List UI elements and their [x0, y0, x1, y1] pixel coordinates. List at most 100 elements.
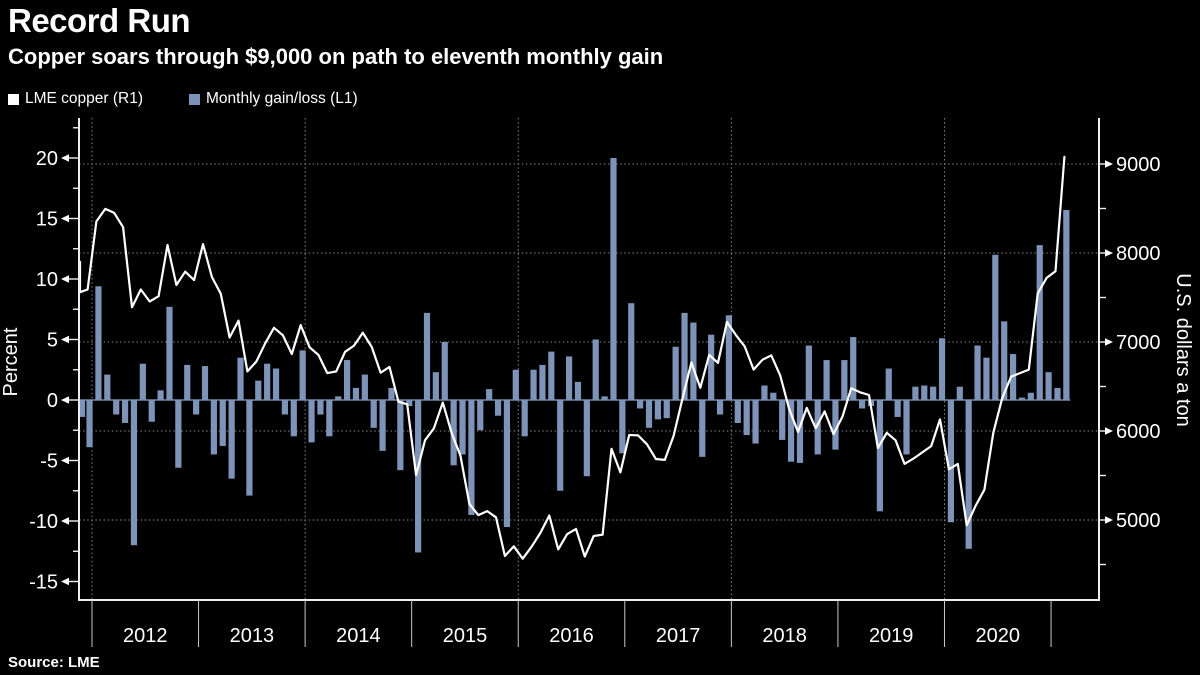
- monthly-gain-loss-bar: [876, 400, 883, 512]
- monthly-gain-loss-bar: [477, 400, 484, 431]
- monthly-gain-loss-bar: [699, 400, 706, 457]
- right-axis-title: U.S. dollars a ton: [1172, 273, 1194, 426]
- left-axis-tick-label: -5: [40, 451, 58, 473]
- left-axis-tick-arrow-icon: [61, 396, 69, 404]
- monthly-gain-loss-bar: [104, 374, 111, 400]
- legend-item-monthly-gain-loss: Monthly gain/loss (L1): [189, 90, 358, 108]
- monthly-gain-loss-bar: [1027, 392, 1034, 400]
- monthly-gain-loss-bar: [272, 368, 280, 400]
- monthly-gain-loss-bar: [601, 396, 608, 400]
- monthly-gain-loss-bar: [654, 400, 661, 420]
- monthly-gain-loss-bar: [503, 400, 511, 528]
- chart-subtitle: Copper soars through $9,000 on path to e…: [8, 44, 664, 69]
- left-axis-tick-label: 5: [47, 330, 58, 352]
- left-axis-tick-label: -15: [29, 572, 58, 594]
- chart-title: Record Run: [8, 2, 191, 39]
- monthly-gain-loss-bar: [637, 400, 644, 409]
- monthly-gain-loss-bar: [352, 387, 360, 400]
- monthly-gain-loss-bar: [619, 400, 626, 454]
- monthly-gain-loss-bar: [938, 338, 946, 400]
- monthly-gain-loss-bar: [992, 254, 999, 400]
- monthly-gain-loss-bar: [326, 400, 333, 437]
- x-axis-year-label: 2013: [230, 625, 275, 647]
- right-axis-tick-label: 5000: [1116, 510, 1161, 532]
- monthly-gain-loss-bar: [308, 400, 315, 443]
- monthly-gain-loss-bar: [743, 400, 750, 436]
- monthly-gain-loss-bar: [237, 357, 244, 400]
- monthly-gain-loss-bar: [859, 400, 866, 409]
- monthly-gain-loss-bar: [343, 360, 351, 400]
- monthly-gain-loss-bar: [690, 322, 697, 400]
- monthly-gain-loss-bar: [370, 400, 377, 428]
- monthly-gain-loss-bar: [539, 364, 546, 400]
- monthly-gain-loss-bar: [645, 400, 653, 428]
- monthly-gain-loss-bar: [450, 400, 457, 466]
- right-axis-tick-arrow-icon: [1105, 338, 1113, 346]
- monthly-gain-loss-bar: [193, 400, 200, 415]
- monthly-gain-loss-bar: [397, 400, 404, 471]
- monthly-gain-loss-bar: [725, 315, 733, 400]
- monthly-gain-loss-bar: [130, 400, 138, 546]
- monthly-gain-loss-bar: [530, 369, 537, 400]
- monthly-gain-loss-bar: [610, 158, 617, 400]
- source-label: Source: LME: [8, 654, 100, 671]
- x-axis-year-label: 2017: [656, 625, 701, 647]
- monthly-gain-loss-bar: [956, 386, 963, 400]
- monthly-gain-loss-bar: [832, 400, 839, 450]
- x-axis-year-label: 2018: [762, 625, 807, 647]
- monthly-gain-loss-bar: [770, 392, 777, 400]
- monthly-gain-loss-bar: [113, 400, 120, 415]
- monthly-gain-loss-bar: [264, 363, 271, 400]
- monthly-gain-loss-bar: [459, 400, 466, 455]
- left-axis-tick-label: 20: [36, 148, 58, 170]
- monthly-gain-loss-bar: [672, 346, 679, 400]
- monthly-gain-loss-bar: [184, 364, 191, 400]
- monthly-gain-loss-bar: [139, 363, 146, 400]
- monthly-gain-loss-bar: [841, 360, 848, 400]
- monthly-gain-loss-bar: [335, 396, 342, 400]
- monthly-gain-loss-bar: [201, 366, 209, 400]
- monthly-gain-loss-bar: [299, 350, 306, 400]
- monthly-gain-loss-bar: [423, 312, 431, 400]
- chart-header: Record Run Copper soars through $9,000 o…: [8, 0, 663, 70]
- monthly-gain-loss-bar: [1036, 245, 1043, 400]
- monthly-gain-loss-bar: [912, 386, 919, 400]
- monthly-gain-loss-bar: [716, 400, 724, 415]
- monthly-gain-loss-bar: [290, 400, 297, 437]
- monthly-gain-loss-bar: [219, 400, 226, 446]
- monthly-gain-loss-bar: [548, 351, 555, 400]
- monthly-gain-loss-bar: [166, 306, 173, 400]
- monthly-gain-loss-bar: [574, 381, 582, 400]
- monthly-gain-loss-bar: [468, 400, 475, 515]
- monthly-gain-loss-bar: [246, 400, 253, 496]
- monthly-gain-loss-bar: [379, 400, 386, 451]
- left-axis-tick-arrow-icon: [61, 335, 69, 344]
- monthly-gain-loss-bar: [894, 400, 901, 417]
- x-axis-year-label: 2016: [549, 625, 594, 647]
- right-axis-tick-arrow-icon: [1105, 160, 1113, 168]
- monthly-gain-loss-bar: [921, 385, 928, 400]
- monthly-gain-loss-bar: [681, 312, 688, 400]
- legend: LME copper (R1) Monthly gain/loss (L1): [8, 90, 358, 108]
- monthly-gain-loss-bar: [663, 400, 670, 419]
- monthly-gain-loss-bar: [930, 386, 937, 400]
- monthly-gain-loss-bar: [761, 385, 768, 400]
- monthly-gain-loss-bar: [255, 380, 262, 400]
- monthly-gain-loss-bar: [361, 374, 368, 400]
- monthly-gain-loss-bar: [494, 400, 502, 416]
- right-axis-tick-arrow-icon: [1105, 249, 1113, 257]
- monthly-gain-loss-bar: [708, 334, 715, 400]
- monthly-gain-loss-bar: [521, 400, 528, 437]
- right-axis-tick-label: 9000: [1116, 154, 1161, 176]
- right-axis-tick-arrow-icon: [1105, 516, 1113, 524]
- left-axis-tick-label: 10: [36, 269, 58, 291]
- monthly-gain-loss-bar: [415, 400, 422, 553]
- x-axis-year-label: 2012: [123, 625, 168, 647]
- right-axis-tick-label: 8000: [1116, 243, 1161, 265]
- monthly-gain-loss-bar: [432, 372, 439, 400]
- monthly-gain-loss-bar: [406, 400, 413, 407]
- monthly-gain-loss-bar: [1018, 397, 1026, 400]
- legend-label-lme-copper: LME copper (R1): [25, 90, 144, 107]
